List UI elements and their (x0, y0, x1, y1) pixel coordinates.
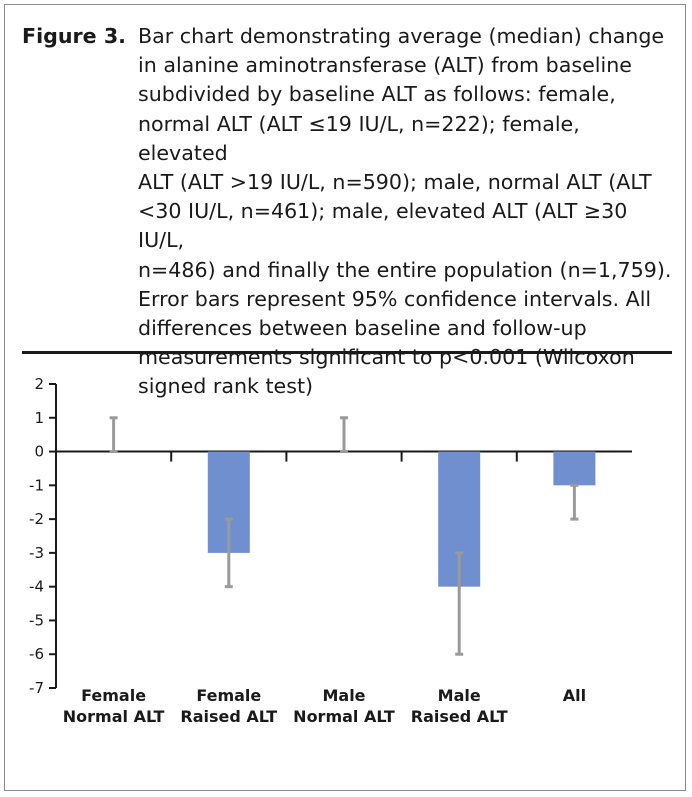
category-label-0-0: Female (81, 686, 146, 705)
y-tick-label-6: -4 (29, 578, 44, 596)
category-label-2-1: Normal ALT (293, 707, 395, 726)
y-tick-label-7: -5 (29, 611, 44, 629)
category-label-1-0: Female (196, 686, 261, 705)
category-label-1-1: Raised ALT (180, 707, 277, 726)
caption-line-9: differences between baseline and follow-… (138, 316, 587, 341)
caption-line-7: n=486) and finally the entire population… (138, 257, 672, 282)
figure-caption: Figure 3. Bar chart demonstrating averag… (22, 22, 672, 402)
y-tick-label-0: 2 (34, 375, 44, 393)
caption-divider (22, 351, 672, 354)
caption-line-6: <30 IU/L, n=461); male, elevated ALT (AL… (138, 199, 628, 253)
y-tick-label-4: -2 (29, 510, 44, 528)
caption-line-3: subdivided by baseline ALT as follows: f… (138, 82, 616, 107)
caption-line-4: normal ALT (ALT ≤19 IU/L, n=222); female… (138, 111, 580, 165)
bar-4 (553, 451, 596, 486)
y-tick-label-2: 0 (34, 443, 44, 461)
category-label-3-1: Raised ALT (411, 707, 508, 726)
category-label-2-0: Male (322, 686, 365, 705)
category-label-4-0: All (563, 686, 586, 705)
y-tick-label-8: -6 (29, 645, 44, 663)
figure-label: Figure 3. (22, 24, 126, 48)
caption-line-10: measurements significant to p<0.001 (Wil… (138, 345, 635, 370)
caption-line-8: Error bars represent 95% confidence inte… (138, 286, 652, 311)
caption-line-2: in alanine aminotransferase (ALT) from b… (138, 53, 632, 78)
caption-line-11: signed rank test) (138, 374, 314, 399)
category-label-3-0: Male (438, 686, 481, 705)
y-tick-label-9: -7 (29, 679, 44, 697)
y-tick-label-3: -1 (29, 476, 44, 494)
caption-line-1: Bar chart demonstrating average (median)… (138, 24, 665, 48)
caption-line-5: ALT (ALT >19 IU/L, n=590); male, normal … (138, 170, 652, 195)
category-label-0-1: Normal ALT (63, 707, 165, 726)
figure-frame (4, 4, 686, 791)
y-tick-label-5: -3 (29, 544, 44, 562)
y-tick-label-1: 1 (34, 409, 44, 427)
